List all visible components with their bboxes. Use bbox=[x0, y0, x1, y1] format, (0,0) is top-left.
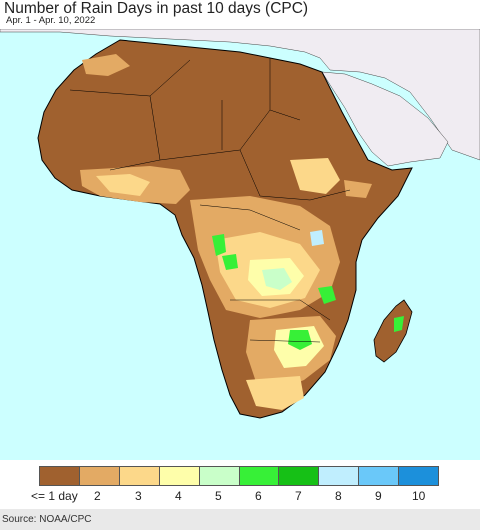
legend-label-7: 7 bbox=[295, 489, 302, 503]
country-borders bbox=[69, 58, 351, 343]
legend-label-4: 4 bbox=[175, 489, 182, 503]
legend-swatch-9 bbox=[359, 467, 400, 485]
rain-days-map bbox=[0, 29, 480, 460]
legend-swatch-2 bbox=[79, 467, 120, 485]
map-title: Number of Rain Days in past 10 days (CPC… bbox=[4, 0, 309, 17]
legend-labels: <= 1 day 2 3 4 5 6 7 8 9 10 bbox=[31, 489, 439, 505]
legend-label-8: 8 bbox=[335, 489, 342, 503]
legend-label-2: 2 bbox=[94, 489, 101, 503]
legend-label-5: 5 bbox=[215, 489, 222, 503]
date-range: Apr. 1 - Apr. 10, 2022 bbox=[6, 15, 96, 26]
legend-swatch-8 bbox=[319, 467, 360, 485]
source-credit: Source: NOAA/CPC bbox=[0, 509, 480, 530]
legend-label-10: 10 bbox=[412, 489, 426, 503]
legend-label-6: 6 bbox=[255, 489, 262, 503]
rain-day-patches bbox=[80, 54, 404, 410]
legend-color-bar bbox=[39, 466, 439, 486]
non-africa-land bbox=[0, 29, 480, 161]
arabian-peninsula bbox=[321, 71, 449, 167]
legend-label-1: <= 1 day bbox=[31, 489, 78, 503]
legend-swatch-10 bbox=[399, 467, 439, 485]
legend-swatch-1 bbox=[40, 467, 80, 485]
legend-label-9: 9 bbox=[375, 489, 382, 503]
legend-swatch-6 bbox=[239, 467, 280, 485]
legend-swatch-4 bbox=[159, 467, 200, 485]
madagascar bbox=[373, 299, 413, 363]
legend-label-3: 3 bbox=[135, 489, 142, 503]
legend-swatch-5 bbox=[199, 467, 240, 485]
legend-swatch-3 bbox=[119, 467, 160, 485]
legend-swatch-7 bbox=[279, 467, 320, 485]
